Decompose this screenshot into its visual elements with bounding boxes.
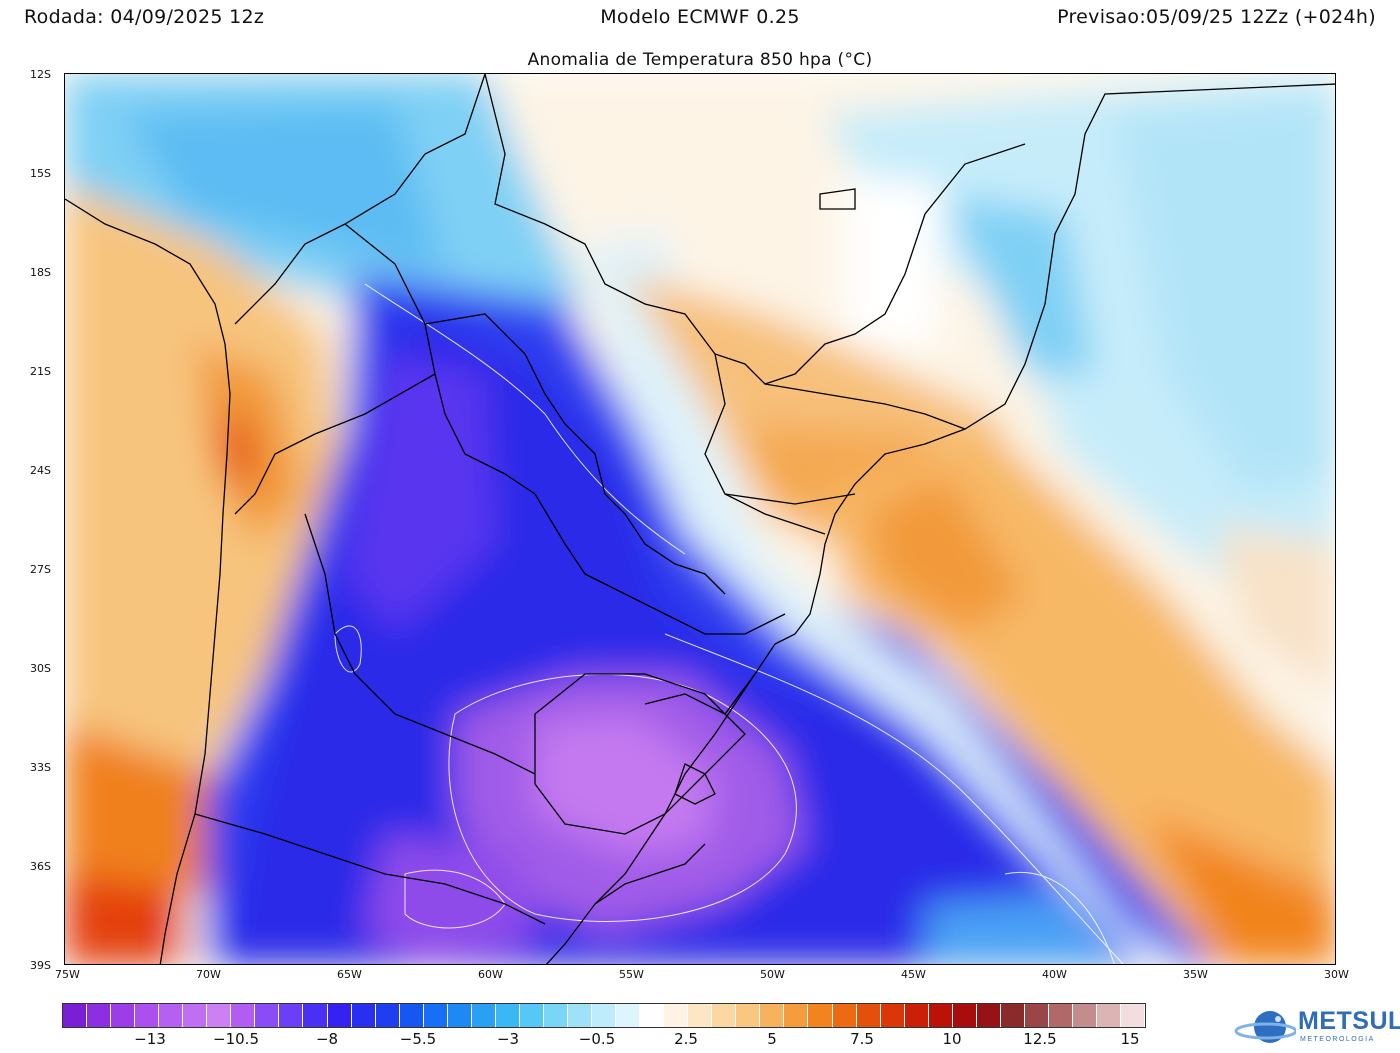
colorbar-label: −13 — [134, 1030, 166, 1048]
colorbar-swatch — [832, 1004, 857, 1027]
colorbar-swatch — [736, 1004, 761, 1027]
colorbar-swatch — [880, 1004, 905, 1027]
colorbar-swatch — [1121, 1004, 1146, 1027]
colorbar-swatch — [423, 1004, 448, 1027]
globe-icon — [1234, 1011, 1298, 1043]
colorbar-swatch — [351, 1004, 376, 1027]
lon-label: 45W — [901, 968, 926, 981]
lon-label: 40W — [1042, 968, 1067, 981]
contour-lines — [334, 283, 1124, 964]
colorbar-swatch — [279, 1004, 304, 1027]
colorbar-swatch — [664, 1004, 689, 1027]
colorbar-swatch — [1048, 1004, 1073, 1027]
colorbar-swatch — [207, 1004, 232, 1027]
colorbar-swatch — [1000, 1004, 1025, 1027]
colorbar-swatch — [592, 1004, 617, 1027]
colorbar-swatch — [904, 1004, 929, 1027]
colorbar-swatch — [784, 1004, 809, 1027]
lon-label: 75W — [55, 968, 80, 981]
colorbar-swatch — [111, 1004, 136, 1027]
colorbar-swatch — [327, 1004, 352, 1027]
lon-label: 30W — [1324, 968, 1349, 981]
colorbar-swatch — [543, 1004, 568, 1027]
colorbar-swatch — [447, 1004, 472, 1027]
colorbar — [62, 1003, 1146, 1028]
colorbar-label: 5 — [767, 1030, 777, 1048]
colorbar-swatch — [231, 1004, 256, 1027]
colorbar-label: −3 — [496, 1030, 520, 1048]
coastlines-borders — [65, 74, 1335, 964]
colorbar-label: 12.5 — [1023, 1030, 1057, 1048]
colorbar-swatch — [87, 1004, 112, 1027]
lat-label: 27S — [30, 563, 51, 576]
colorbar-swatch — [688, 1004, 713, 1027]
lat-label: 15S — [30, 167, 51, 180]
lon-label: 70W — [196, 968, 221, 981]
lat-label: 12S — [30, 68, 51, 81]
map-canvas — [65, 74, 1335, 964]
colorbar-label: −0.5 — [578, 1030, 616, 1048]
lat-label: 33S — [30, 761, 51, 774]
colorbar-label: 7.5 — [850, 1030, 874, 1048]
lat-label: 30S — [30, 662, 51, 675]
colorbar-label: −5.5 — [399, 1030, 437, 1048]
lon-label: 50W — [760, 968, 785, 981]
colorbar-swatch — [495, 1004, 520, 1027]
colorbar-label: 15 — [1120, 1030, 1140, 1048]
lat-label: 24S — [30, 464, 51, 477]
lat-label: 36S — [30, 860, 51, 873]
anomaly-field — [65, 74, 1335, 964]
colorbar-swatch — [471, 1004, 496, 1027]
colorbar-swatch — [399, 1004, 424, 1027]
logo-word: METSUL — [1298, 1007, 1400, 1035]
colorbar-swatch — [952, 1004, 977, 1027]
colorbar-swatch — [183, 1004, 208, 1027]
colorbar-swatch — [976, 1004, 1001, 1027]
lon-label: 60W — [478, 968, 503, 981]
colorbar-swatch — [303, 1004, 328, 1027]
anomaly-map — [64, 73, 1336, 965]
lat-label: 18S — [30, 266, 51, 279]
lon-label: 55W — [619, 968, 644, 981]
colorbar-swatch — [1097, 1004, 1122, 1027]
colorbar-swatch — [712, 1004, 737, 1027]
logo-subtitle: METEOROLOGIA — [1300, 1036, 1375, 1043]
colorbar-swatch — [135, 1004, 160, 1027]
forecast-label: Previsao:05/09/25 12Zz (+024h) — [1057, 6, 1376, 28]
metsul-logo: METSUL METEOROLOGIA — [1232, 1005, 1400, 1050]
colorbar-label: −10.5 — [213, 1030, 259, 1048]
colorbar-swatch — [567, 1004, 593, 1027]
run-label: Rodada: 04/09/2025 12z — [24, 6, 265, 28]
model-label: Modelo ECMWF 0.25 — [600, 6, 800, 28]
colorbar-swatch — [640, 1004, 665, 1027]
colorbar-label: −8 — [315, 1030, 339, 1048]
lat-label: 21S — [30, 365, 51, 378]
colorbar-swatch — [928, 1004, 953, 1027]
colorbar-swatch — [519, 1004, 544, 1027]
colorbar-label: 2.5 — [674, 1030, 698, 1048]
colorbar-swatch — [1072, 1004, 1098, 1027]
colorbar-swatch — [159, 1004, 184, 1027]
colorbar-swatch — [856, 1004, 881, 1027]
colorbar-swatch — [616, 1004, 641, 1027]
colorbar-swatch — [63, 1004, 88, 1027]
lon-label: 65W — [337, 968, 362, 981]
colorbar-swatch — [1024, 1004, 1049, 1027]
colorbar-swatch — [375, 1004, 400, 1027]
colorbar-swatch — [760, 1004, 785, 1027]
colorbar-label: 10 — [942, 1030, 962, 1048]
lat-label: 39S — [30, 959, 51, 972]
colorbar-swatch — [808, 1004, 833, 1027]
lon-label: 35W — [1183, 968, 1208, 981]
chart-title: Anomalia de Temperatura 850 hpa (°C) — [527, 50, 873, 70]
colorbar-swatch — [255, 1004, 280, 1027]
